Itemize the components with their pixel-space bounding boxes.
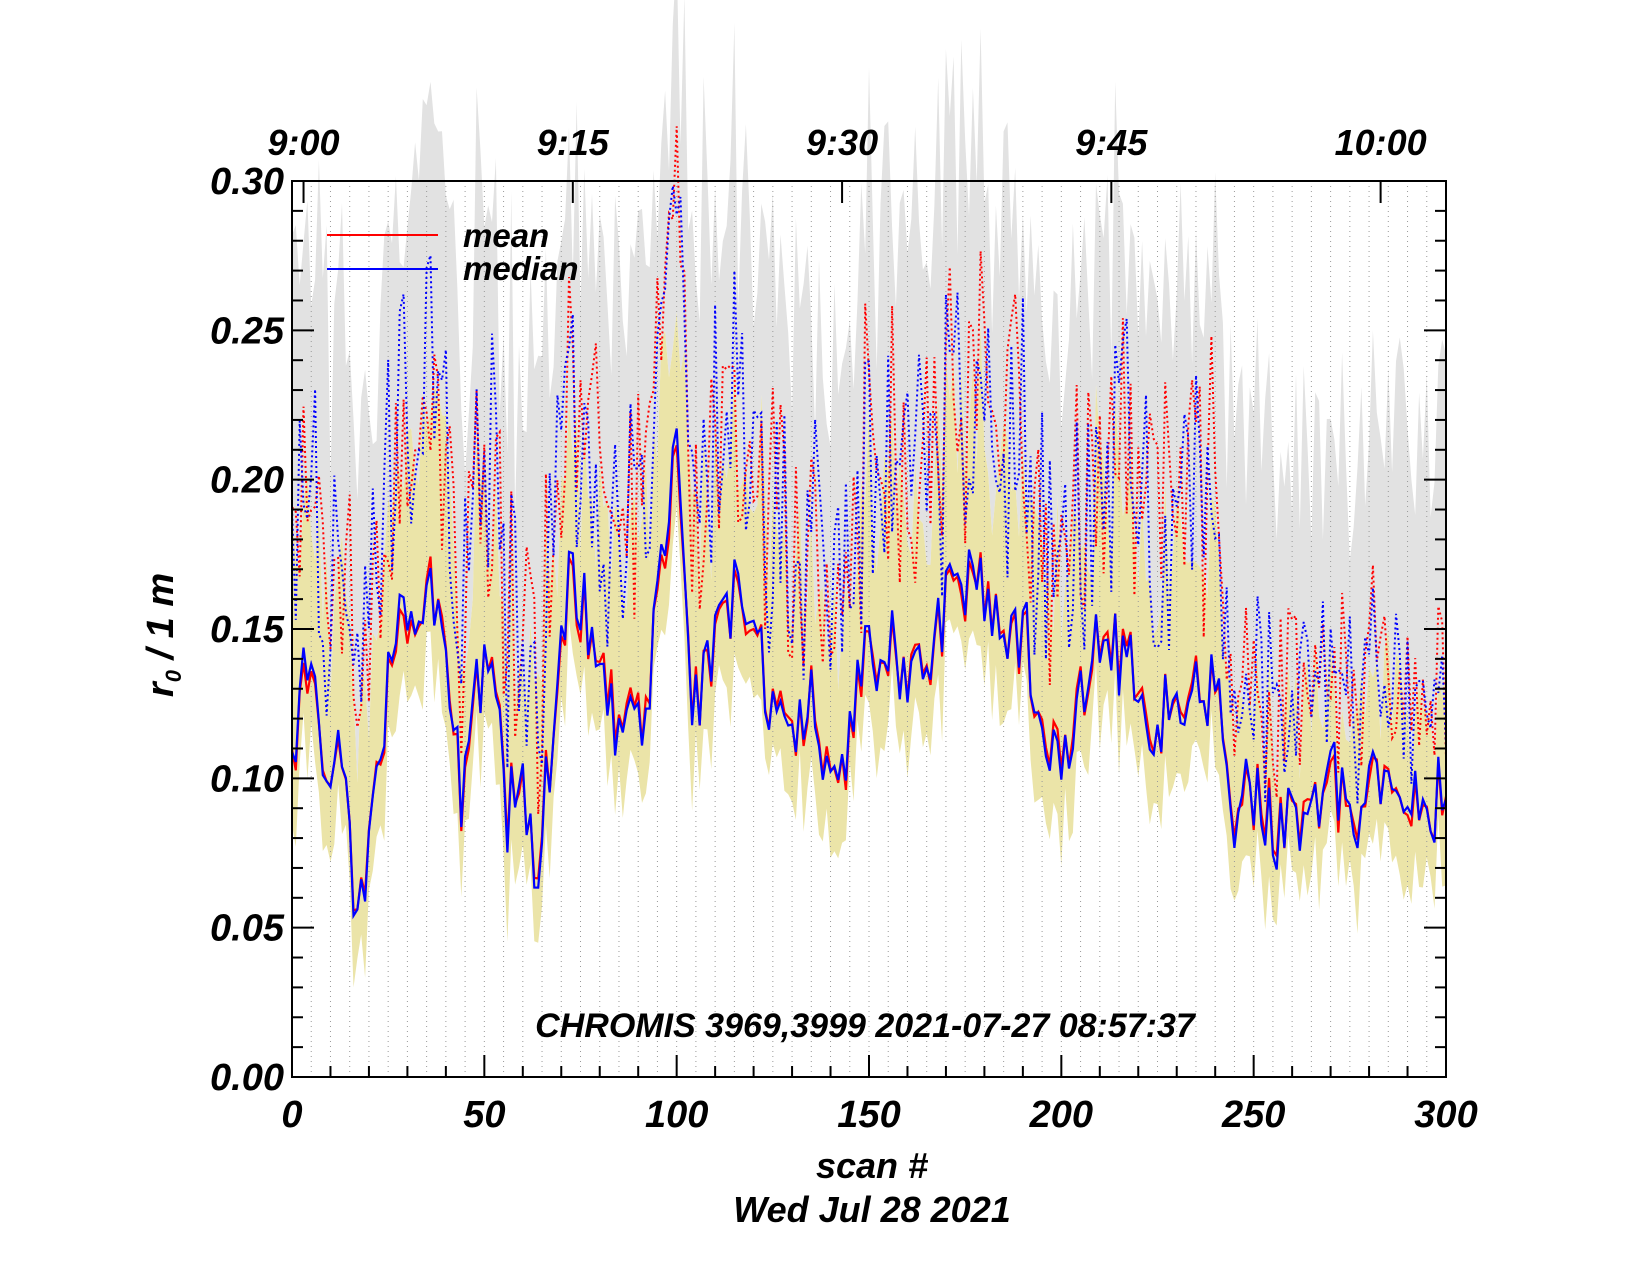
y-tick-label: 0.05 xyxy=(210,908,285,950)
y-tick-label: 0.20 xyxy=(210,460,284,502)
y-tick-label: 0.30 xyxy=(210,161,284,203)
axis-ticks xyxy=(291,180,1447,1078)
tick-labels: 0 50 100 150 200 250 300 0.00 0.05 0.10 0.15 0.20 0.… xyxy=(210,122,1478,1136)
chart-annotation: CHROMIS 3969,3999 2021-07-27 08:57:37 xyxy=(535,1007,1197,1045)
median-series-line xyxy=(292,428,1446,920)
x-tick-label: 0 xyxy=(281,1094,302,1136)
y-axis-label-main: r xyxy=(140,680,182,697)
legend-median-label: median xyxy=(463,250,579,287)
percentile-dotted-lines xyxy=(292,126,1446,815)
legend: mean median xyxy=(327,217,579,287)
y-axis-label: r0 / 1 m xyxy=(140,573,186,697)
x-tick-label: 250 xyxy=(1221,1094,1285,1136)
time-tick-label: 9:30 xyxy=(806,122,878,163)
x-tick-label: 200 xyxy=(1029,1094,1093,1136)
time-tick-label: 9:15 xyxy=(537,122,610,163)
y-tick-label: 0.10 xyxy=(210,758,284,800)
x-tick-label: 300 xyxy=(1414,1094,1477,1136)
x-tick-label: 150 xyxy=(837,1094,900,1136)
time-tick-label: 9:00 xyxy=(268,122,340,163)
series-lines xyxy=(292,428,1446,920)
y-tick-label: 0.25 xyxy=(210,310,285,352)
lower-scatter-band xyxy=(292,312,1446,988)
date-label: Wed Jul 28 2021 xyxy=(733,1189,1011,1230)
x-tick-label: 50 xyxy=(463,1094,505,1136)
y-axis-label-sub: 0 xyxy=(161,669,186,682)
time-tick-label: 9:45 xyxy=(1075,122,1148,163)
x-axis-label: scan # xyxy=(816,1145,928,1186)
upper-scatter-band xyxy=(292,0,1446,797)
time-tick-label: 10:00 xyxy=(1335,122,1427,163)
scatter-bands xyxy=(292,0,1446,988)
median-upper-dotted-line xyxy=(292,185,1446,804)
legend-mean-label: mean xyxy=(463,217,549,254)
y-tick-label: 0.15 xyxy=(210,609,285,651)
y-axis-label-rest: / 1 m xyxy=(140,573,182,670)
x-tick-label: 100 xyxy=(645,1094,708,1136)
y-tick-label: 0.00 xyxy=(210,1057,284,1099)
